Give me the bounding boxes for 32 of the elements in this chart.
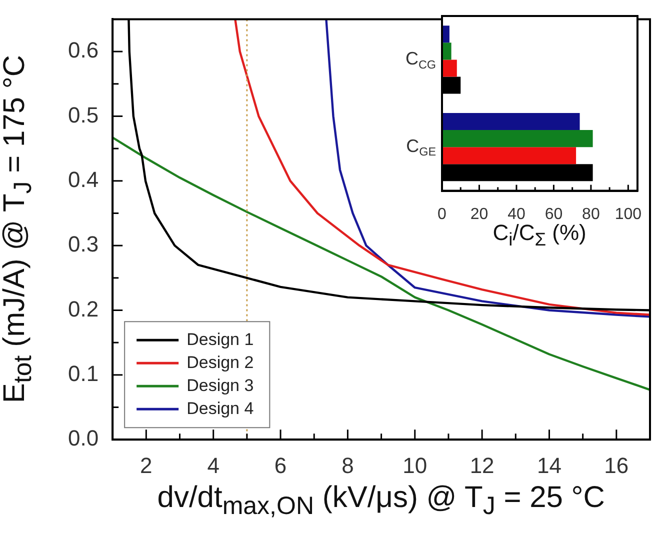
y-tick-label: 0.2 [68, 296, 99, 322]
x-tick-label: 10 [402, 452, 428, 478]
y-tick-label: 0.6 [68, 38, 99, 63]
legend-label: Design 3 [186, 376, 254, 395]
x-tick-label: 100 [614, 206, 642, 223]
x-tick-label: 6 [274, 452, 287, 478]
x-tick-label: 16 [604, 452, 629, 478]
x-tick-label: 12 [470, 452, 494, 478]
x-tick-label: 60 [544, 206, 563, 223]
bar [442, 113, 580, 130]
x-tick-label: 2 [140, 452, 152, 478]
y-tick-label: 0.0 [68, 426, 99, 451]
x-axis-title: dv/dt$_{max,ON}$ (kV/μs) @ T$_{J}$ = 25 °C [157, 480, 605, 521]
y-tick-label: 0.1 [68, 360, 99, 386]
x-tick-label: 0 [438, 206, 447, 223]
y-tick-label: 0.5 [68, 102, 99, 128]
x-tick-label: 20 [470, 206, 488, 223]
bar [442, 147, 576, 164]
bar [442, 60, 457, 77]
legend-label: Design 1 [186, 330, 254, 349]
x-axis-title: C$_{i}$/C$_{Σ}$ (%) [492, 220, 586, 250]
y-tick-label: 0.3 [68, 232, 99, 257]
x-tick-label: 80 [582, 206, 600, 223]
x-tick-label: 4 [207, 452, 220, 478]
x-tick-label: 8 [342, 452, 354, 478]
x-tick-label: 40 [508, 206, 526, 223]
x-tick-label: 14 [536, 452, 562, 478]
legend-label: Design 4 [186, 398, 254, 418]
y-tick-label: 0.4 [68, 166, 99, 192]
bar [442, 42, 452, 60]
legend-label: Design 2 [186, 352, 254, 372]
bar [442, 130, 593, 148]
